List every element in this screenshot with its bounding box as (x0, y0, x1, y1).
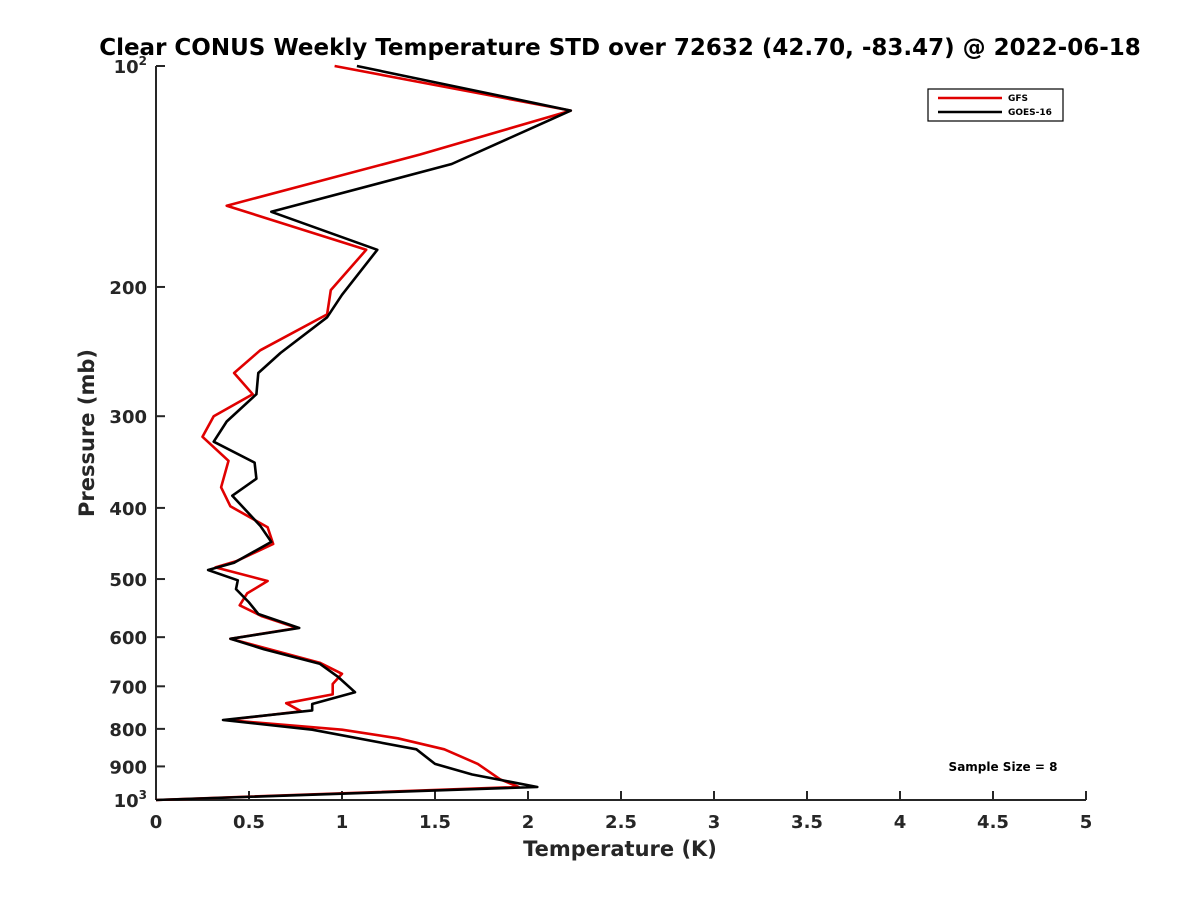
legend-label-goes-16: GOES-16 (1008, 108, 1052, 118)
x-tick-label: 0.5 (233, 812, 265, 833)
x-tick-label: 2.5 (605, 812, 637, 833)
x-tick-label: 1 (336, 812, 349, 833)
x-axis-label: Temperature (K) (523, 837, 717, 861)
x-tick-label: 5 (1080, 812, 1093, 833)
y-tick-label: 600 (109, 628, 147, 649)
series-layer (155, 64, 573, 802)
y-tick-label: 500 (109, 570, 147, 591)
y-tick-label: 102 (114, 54, 147, 78)
x-tick-label: 4.5 (977, 812, 1009, 833)
x-tick-label: 0 (150, 812, 163, 833)
legend: GFS GOES-16 (927, 88, 1064, 122)
chart-title: Clear CONUS Weekly Temperature STD over … (99, 35, 1141, 61)
series-line-gfs (155, 64, 573, 802)
y-axis-ticks: 102 200 300 400 500 600 700 800 900 103 (109, 54, 165, 812)
y-tick-label: 300 (109, 407, 147, 428)
y-tick-label: 103 (114, 788, 147, 812)
x-tick-label: 3.5 (791, 812, 823, 833)
x-tick-label: 3 (708, 812, 721, 833)
x-tick-label: 2 (522, 812, 535, 833)
y-tick-label: 400 (109, 499, 147, 520)
y-tick-label: 800 (109, 720, 147, 741)
y-tick-label: 900 (109, 757, 147, 778)
sample-size-annotation: Sample Size = 8 (949, 760, 1058, 774)
x-tick-label: 4 (894, 812, 907, 833)
y-axis-label: Pressure (mb) (75, 349, 99, 517)
y-tick-label: 200 (109, 278, 147, 299)
legend-label-gfs: GFS (1008, 94, 1028, 104)
legend-box (927, 88, 1064, 122)
x-axis-ticks: 0 0.5 1 1.5 2 2.5 3 3.5 4 4.5 5 (150, 791, 1093, 833)
y-tick-label: 700 (109, 677, 147, 698)
x-tick-label: 1.5 (419, 812, 451, 833)
series-line-goes-16 (155, 64, 573, 802)
